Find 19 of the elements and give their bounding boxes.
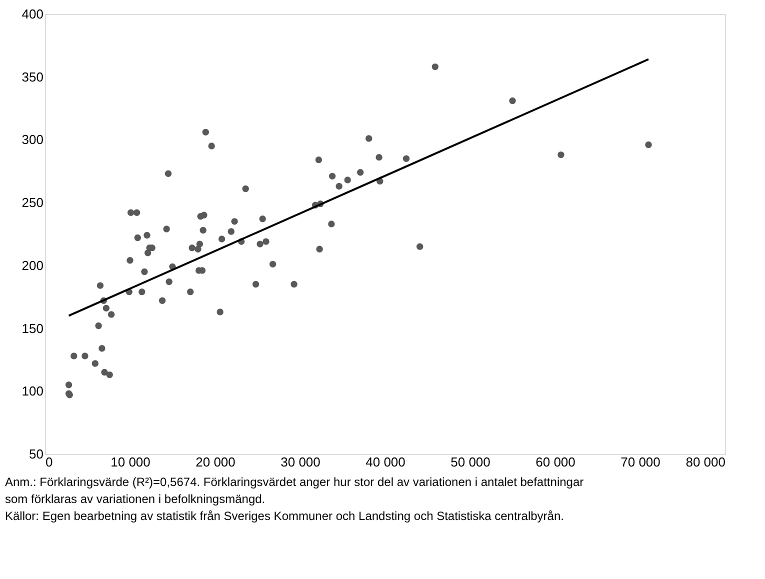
y-tick-label: 50	[29, 446, 44, 462]
y-tick-label: 150	[22, 320, 44, 336]
x-tick-label: 80 000	[686, 454, 726, 470]
y-tick-label: 200	[22, 258, 44, 273]
x-tick-label: 0	[46, 454, 53, 470]
text: Källor: Egen bearbetning av statistik från Sveriges Kommuner och Landsting och Statistiska centralbyrån.	[5, 509, 564, 523]
x-tick-label: 50 000	[450, 454, 490, 470]
x-tick-label: 40 000	[366, 454, 406, 470]
y-tick-label: 250	[22, 195, 44, 210]
y-tick-label: 350	[22, 69, 44, 84]
y-tick-label: 300	[22, 132, 44, 148]
x-tick-label: 60 000	[536, 454, 576, 470]
x-tick-label: 20 000	[196, 454, 236, 470]
x-tick-label: 70 000	[620, 454, 660, 470]
text: Anm.: Förklaringsvärde (R²)=0,5674. Förklaringsvärdet anger hur stor del av variationen i antalet befattningar som förklaras av variationen i befolkningsmängd.	[5, 475, 584, 506]
y-tick-label: 100	[22, 384, 44, 399]
y-tick-label: 400	[22, 6, 44, 22]
x-tick-label: 10 000	[110, 454, 150, 470]
x-tick-label: 30 000	[280, 454, 320, 470]
